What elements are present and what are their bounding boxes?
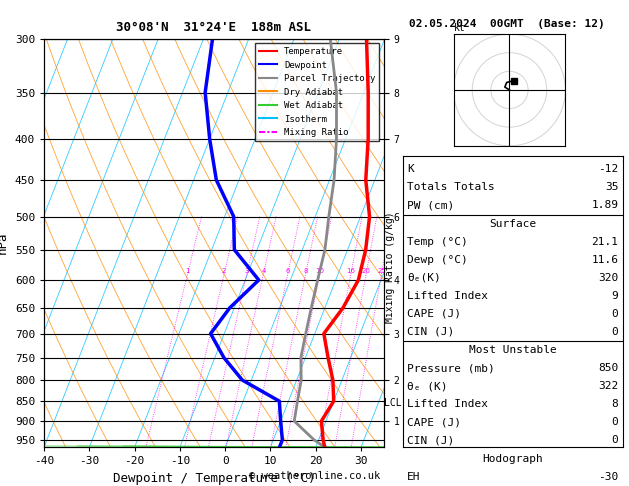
Text: θₑ (K): θₑ (K)	[407, 381, 447, 391]
Text: θₑ(K): θₑ(K)	[407, 273, 441, 283]
Text: Lifted Index: Lifted Index	[407, 291, 488, 301]
Legend: Temperature, Dewpoint, Parcel Trajectory, Dry Adiabat, Wet Adiabat, Isotherm, Mi: Temperature, Dewpoint, Parcel Trajectory…	[255, 43, 379, 141]
Text: Surface: Surface	[489, 219, 537, 228]
Text: Temp (°C): Temp (°C)	[407, 237, 468, 246]
Text: Lifted Index: Lifted Index	[407, 399, 488, 409]
Text: Most Unstable: Most Unstable	[469, 345, 557, 355]
Text: 02.05.2024  00GMT  (Base: 12): 02.05.2024 00GMT (Base: 12)	[409, 19, 604, 30]
Text: 2: 2	[222, 268, 226, 274]
Text: Mixing Ratio (g/kg): Mixing Ratio (g/kg)	[385, 211, 395, 323]
Text: -30: -30	[598, 471, 618, 482]
Text: 25: 25	[377, 268, 386, 274]
Text: 21.1: 21.1	[591, 237, 618, 246]
Text: 16: 16	[347, 268, 355, 274]
Text: 35: 35	[605, 182, 618, 192]
Text: Dewp (°C): Dewp (°C)	[407, 255, 468, 265]
Text: 0: 0	[611, 435, 618, 446]
Text: 20: 20	[362, 268, 370, 274]
Text: CIN (J): CIN (J)	[407, 435, 454, 446]
Text: Hodograph: Hodograph	[482, 453, 543, 464]
Text: LCL: LCL	[384, 398, 401, 408]
Y-axis label: hPa: hPa	[0, 232, 9, 254]
Text: CIN (J): CIN (J)	[407, 327, 454, 337]
Text: CAPE (J): CAPE (J)	[407, 417, 461, 427]
Text: K: K	[407, 164, 414, 174]
Text: 322: 322	[598, 381, 618, 391]
Text: 4: 4	[261, 268, 265, 274]
Text: 6: 6	[286, 268, 290, 274]
Text: Totals Totals: Totals Totals	[407, 182, 495, 192]
Text: 850: 850	[598, 363, 618, 373]
Text: 1: 1	[185, 268, 190, 274]
Text: kt: kt	[454, 23, 465, 33]
X-axis label: Dewpoint / Temperature (°C): Dewpoint / Temperature (°C)	[113, 472, 315, 485]
Text: 10: 10	[315, 268, 325, 274]
Text: -12: -12	[598, 164, 618, 174]
Text: 11.6: 11.6	[591, 255, 618, 265]
Text: 0: 0	[611, 327, 618, 337]
Text: © weatheronline.co.uk: © weatheronline.co.uk	[249, 471, 380, 481]
Text: 1.89: 1.89	[591, 200, 618, 210]
Text: 8: 8	[303, 268, 308, 274]
Text: 0: 0	[611, 417, 618, 427]
Text: 8: 8	[611, 399, 618, 409]
Title: 30°08'N  31°24'E  188m ASL: 30°08'N 31°24'E 188m ASL	[116, 20, 311, 34]
Text: Pressure (mb): Pressure (mb)	[407, 363, 495, 373]
Text: 9: 9	[611, 291, 618, 301]
Text: CAPE (J): CAPE (J)	[407, 309, 461, 319]
Text: 0: 0	[611, 309, 618, 319]
Text: PW (cm): PW (cm)	[407, 200, 454, 210]
Text: 3: 3	[245, 268, 249, 274]
Text: EH: EH	[407, 471, 420, 482]
Text: 320: 320	[598, 273, 618, 283]
